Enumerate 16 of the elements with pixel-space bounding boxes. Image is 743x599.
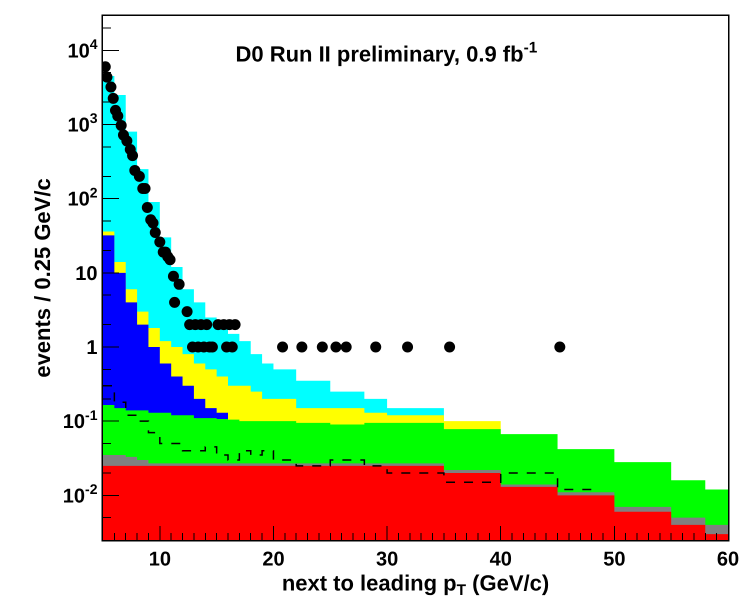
y-tick-label: 10$^{3}$ [67, 110, 98, 136]
y-tick-label: 10$^{4}$ [67, 36, 98, 62]
y-tick-label: 10 [75, 262, 98, 285]
x-tick-label: 50 [603, 548, 626, 570]
y-tick-label: 10$^{-1}$ [62, 406, 98, 434]
x-tick-label: 10 [148, 548, 171, 570]
x-tick-label: 30 [376, 548, 398, 570]
y-tick-label: 10$^{2}$ [67, 184, 98, 211]
x-tick-label: 20 [262, 548, 285, 570]
x-axis-title: next to leading p$_{T}$ (GeV/c) [282, 570, 550, 599]
y-axis-title: events / 0.25 GeV/c [30, 178, 55, 378]
text: D0 Run II preliminary, 0.9 fb$^{-1}$ [235, 39, 538, 67]
y-tick-label: 1 [86, 336, 98, 359]
y-tick-label: 10$^{-2}$ [62, 480, 98, 508]
x-tick-label: 40 [490, 548, 512, 570]
x-tick-label: 60 [716, 548, 740, 570]
